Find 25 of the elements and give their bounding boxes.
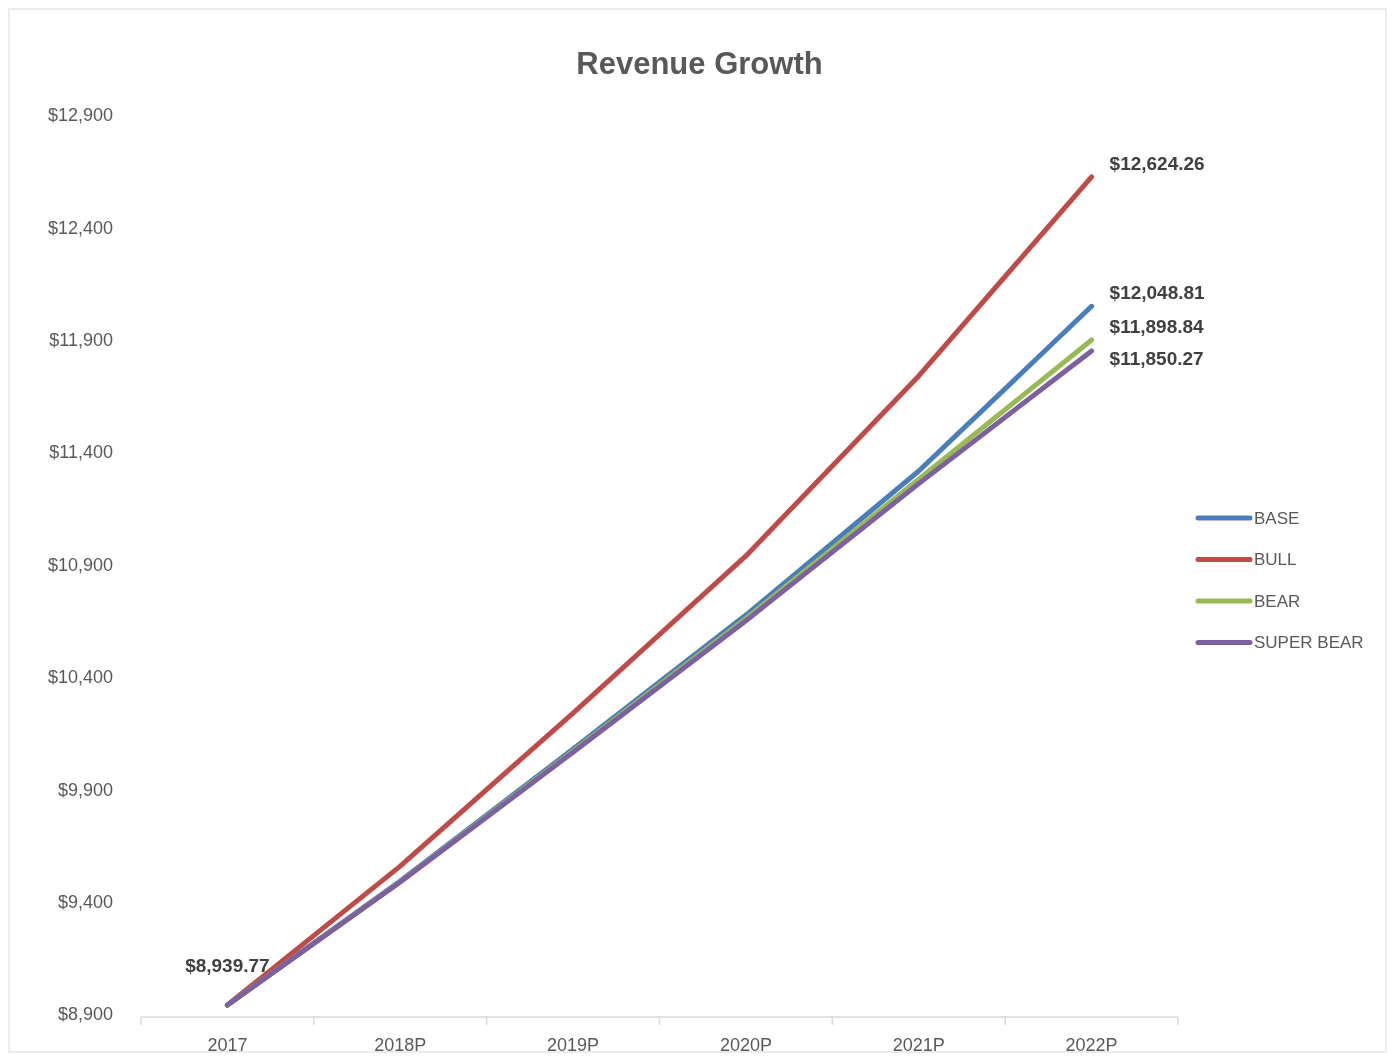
y-tick-label: $10,400 — [47, 667, 113, 688]
x-tick-label: 2020P — [719, 1035, 772, 1055]
data-label: $12,624.26 — [1109, 152, 1205, 174]
y-tick-label: $12,900 — [47, 105, 113, 126]
y-tick-label: $8,900 — [57, 1004, 113, 1025]
data-label: $8,939.77 — [185, 955, 270, 977]
y-tick-label: $9,400 — [57, 891, 113, 912]
x-tick-label: 2017 — [207, 1035, 248, 1055]
x-tick-label: 2019P — [547, 1035, 600, 1055]
x-tick-label: 2022P — [1065, 1035, 1118, 1055]
chart-title: Revenue Growth — [576, 46, 823, 81]
data-label: $12,048.81 — [1109, 281, 1206, 303]
legend-label: BULL — [1254, 550, 1297, 570]
x-tick-label: 2021P — [892, 1035, 945, 1055]
y-tick-label: $11,400 — [49, 442, 113, 463]
legend-label: SUPER BEAR — [1254, 633, 1364, 653]
legend-label: BEAR — [1254, 591, 1301, 611]
x-tick-label: 2018P — [374, 1035, 427, 1055]
y-tick-label: $11,900 — [49, 330, 113, 351]
data-label: $11,898.84 — [1109, 315, 1205, 337]
legend-label: BASE — [1254, 508, 1300, 528]
y-tick-label: $10,900 — [47, 554, 113, 575]
y-tick-label: $12,400 — [47, 217, 113, 238]
y-tick-label: $9,900 — [57, 779, 113, 800]
data-label: $11,850.27 — [1109, 347, 1204, 369]
